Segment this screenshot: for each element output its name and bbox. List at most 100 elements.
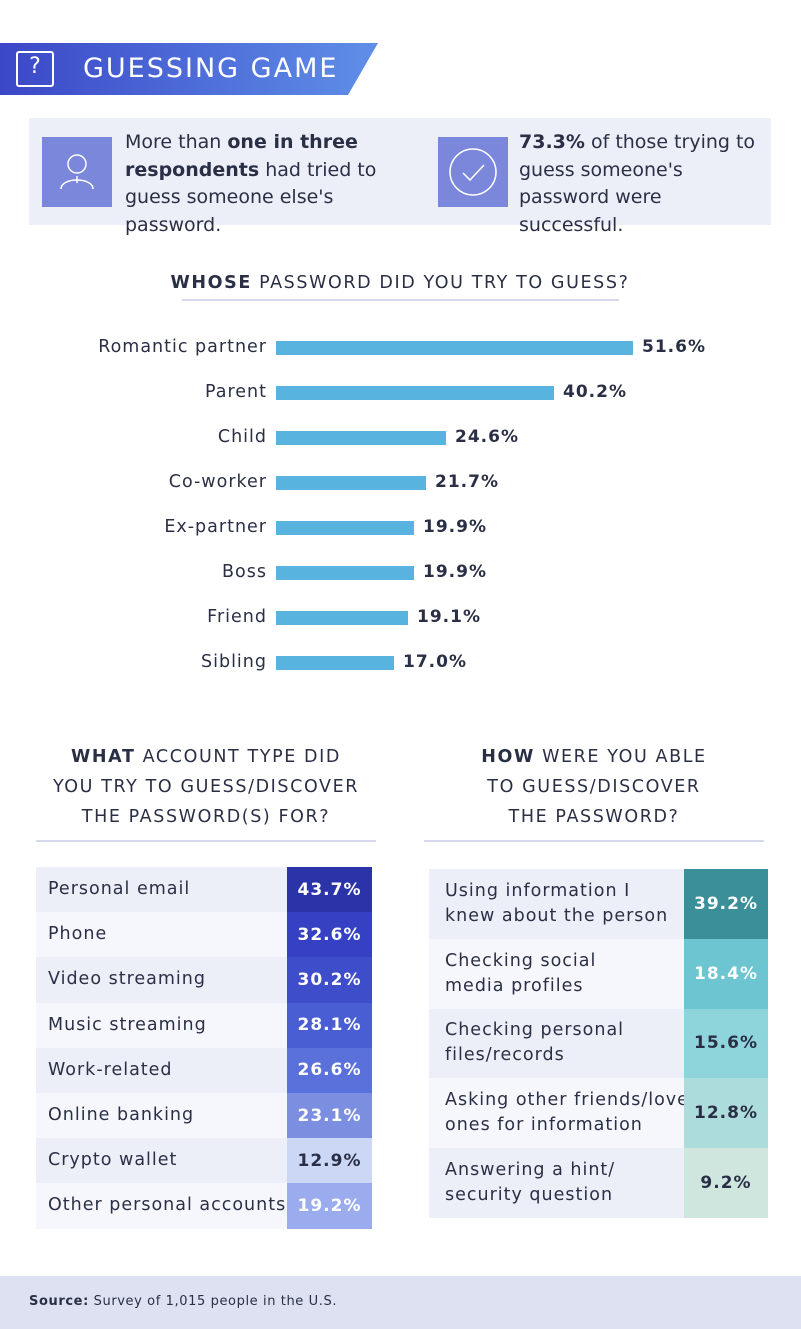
person-icon bbox=[42, 137, 112, 207]
table-row: Online banking 23.1% bbox=[36, 1093, 372, 1139]
method-label-line: Using information I bbox=[445, 880, 631, 901]
method-rule bbox=[424, 840, 764, 842]
bar-row: Co-worker 21.7% bbox=[0, 469, 801, 499]
table-row: Work-related 26.6% bbox=[36, 1047, 372, 1093]
table-row: Crypto wallet 12.9% bbox=[36, 1138, 372, 1184]
method-value: 9.2% bbox=[684, 1148, 768, 1218]
account-type-value: 12.9% bbox=[287, 1138, 372, 1184]
table-row: Phone 32.6% bbox=[36, 912, 372, 958]
table-row: Music streaming 28.1% bbox=[36, 1002, 372, 1048]
bar-row: Sibling 17.0% bbox=[0, 649, 801, 679]
account-type-value: 26.6% bbox=[287, 1047, 372, 1093]
bar-row: Parent 40.2% bbox=[0, 379, 801, 409]
bar-value-label: 24.6% bbox=[455, 427, 519, 447]
account-type-label: Work-related bbox=[48, 1059, 173, 1080]
bar-row: Boss 19.9% bbox=[0, 559, 801, 589]
bar bbox=[276, 656, 394, 670]
account-type-value: 43.7% bbox=[287, 867, 372, 913]
account-type-table: Personal email 43.7% Phone 32.6% Video strea… bbox=[36, 867, 372, 1229]
method-value: 39.2% bbox=[684, 869, 768, 939]
checkmark-icon bbox=[438, 137, 508, 207]
method-label: Checking personal files/records bbox=[429, 1009, 684, 1079]
method-label: Answering a hint/security question bbox=[429, 1148, 684, 1218]
bar bbox=[276, 476, 426, 490]
bar-value-label: 19.1% bbox=[417, 607, 481, 627]
bar-value-label: 21.7% bbox=[435, 472, 499, 492]
table-row: Checking personal files/records 15.6% bbox=[429, 1008, 768, 1079]
bar-category-label: Ex-partner bbox=[164, 517, 267, 537]
bar-row: Ex-partner 19.9% bbox=[0, 514, 801, 544]
bar-row: Child 24.6% bbox=[0, 424, 801, 454]
table-row: Asking other friends/loved ones for infor… bbox=[429, 1078, 768, 1149]
question-mark-icon: ? bbox=[16, 51, 54, 87]
bar-value-label: 51.6% bbox=[642, 337, 706, 357]
account-type-label: Personal email bbox=[48, 879, 191, 900]
bar-category-label: Parent bbox=[204, 382, 267, 402]
whose-title-rule bbox=[182, 299, 619, 301]
method-value: 15.6% bbox=[684, 1008, 768, 1079]
account-type-value: 28.1% bbox=[287, 1002, 372, 1048]
table-row: Video streaming 30.2% bbox=[36, 957, 372, 1003]
page-title: GUESSING GAME bbox=[83, 53, 339, 84]
bar-category-label: Co-worker bbox=[168, 472, 267, 492]
stat-success-rate: 73.3% of those trying to guess someone's… bbox=[519, 131, 756, 236]
bar-value-label: 40.2% bbox=[563, 382, 627, 402]
account-type-label: Other personal accounts bbox=[48, 1195, 287, 1216]
table-row: Using information I knew about the person… bbox=[429, 869, 768, 939]
bar-category-label: Sibling bbox=[200, 652, 267, 672]
method-label-line: knew about the person bbox=[445, 905, 669, 926]
account-type-title: WHAT ACCOUNT TYPE DID YOU TRY TO GUESS/D… bbox=[52, 747, 360, 827]
stat-one-in-three: More than one in three respondents had t… bbox=[125, 131, 377, 236]
table-row: Answering a hint/security question 9.2% bbox=[429, 1148, 768, 1218]
method-label: Checking social media profiles bbox=[429, 939, 684, 1009]
table-row: Checking social media profiles 18.4% bbox=[429, 938, 768, 1009]
bar-value-label: 19.9% bbox=[423, 517, 487, 537]
method-label: Asking other friends/loved ones for infor… bbox=[429, 1078, 700, 1148]
account-type-label: Video streaming bbox=[48, 969, 206, 990]
account-type-value: 23.1% bbox=[287, 1093, 372, 1139]
method-label-line: security question bbox=[445, 1185, 614, 1206]
method-label-line: Checking personal bbox=[445, 1020, 625, 1041]
method-title: HOW WERE YOU ABLE TO GUESS/DISCOVER THE … bbox=[481, 747, 707, 827]
account-type-value: 32.6% bbox=[287, 912, 372, 958]
method-label: Using information I knew about the person bbox=[429, 869, 684, 939]
bar-category-label: Child bbox=[217, 427, 267, 447]
account-type-value: 30.2% bbox=[287, 957, 372, 1003]
account-type-rule bbox=[36, 840, 376, 842]
table-row: Personal email 43.7% bbox=[36, 867, 372, 913]
bar bbox=[276, 431, 446, 445]
method-table: Using information I knew about the person… bbox=[429, 869, 768, 1218]
method-label-line: media profiles bbox=[445, 975, 584, 996]
account-type-label: Phone bbox=[48, 924, 108, 945]
account-type-value: 19.2% bbox=[287, 1183, 372, 1229]
bar-row: Romantic partner 51.6% bbox=[0, 334, 801, 364]
footer: Source: Survey of 1,015 people in the U.… bbox=[0, 1276, 801, 1329]
bar bbox=[276, 341, 633, 355]
method-value: 18.4% bbox=[684, 938, 768, 1009]
bar-category-label: Friend bbox=[207, 607, 267, 627]
banner-background bbox=[0, 43, 378, 95]
bar-value-label: 19.9% bbox=[423, 562, 487, 582]
table-row: Other personal accounts 19.2% bbox=[36, 1183, 372, 1229]
bar bbox=[276, 386, 554, 400]
account-type-label: Online banking bbox=[48, 1105, 195, 1126]
account-type-label: Crypto wallet bbox=[48, 1150, 178, 1171]
bar-category-label: Boss bbox=[222, 562, 267, 582]
bar bbox=[276, 566, 414, 580]
method-label-line: Answering a hint/ bbox=[445, 1160, 616, 1181]
whose-chart-title: WHOSE PASSWORD DID YOU TRY TO GUESS? bbox=[170, 273, 630, 293]
method-label-line: Checking social bbox=[445, 950, 597, 971]
method-value: 12.8% bbox=[684, 1078, 768, 1149]
bar-category-label: Romantic partner bbox=[98, 337, 267, 357]
bar bbox=[276, 611, 408, 625]
method-label-line: Asking other friends/loved bbox=[445, 1090, 702, 1111]
method-label-line: ones for information bbox=[445, 1115, 643, 1136]
method-label-line: files/records bbox=[445, 1045, 565, 1066]
bar bbox=[276, 521, 414, 535]
stats-panel: More than one in three respondents had t… bbox=[29, 118, 771, 236]
bar-row: Friend 19.1% bbox=[0, 604, 801, 634]
header-banner: ? GUESSING GAME bbox=[0, 43, 378, 95]
source-note: Source: Survey of 1,015 people in the U.… bbox=[29, 1294, 338, 1309]
account-type-label: Music streaming bbox=[48, 1014, 207, 1035]
bar-value-label: 17.0% bbox=[403, 652, 467, 672]
